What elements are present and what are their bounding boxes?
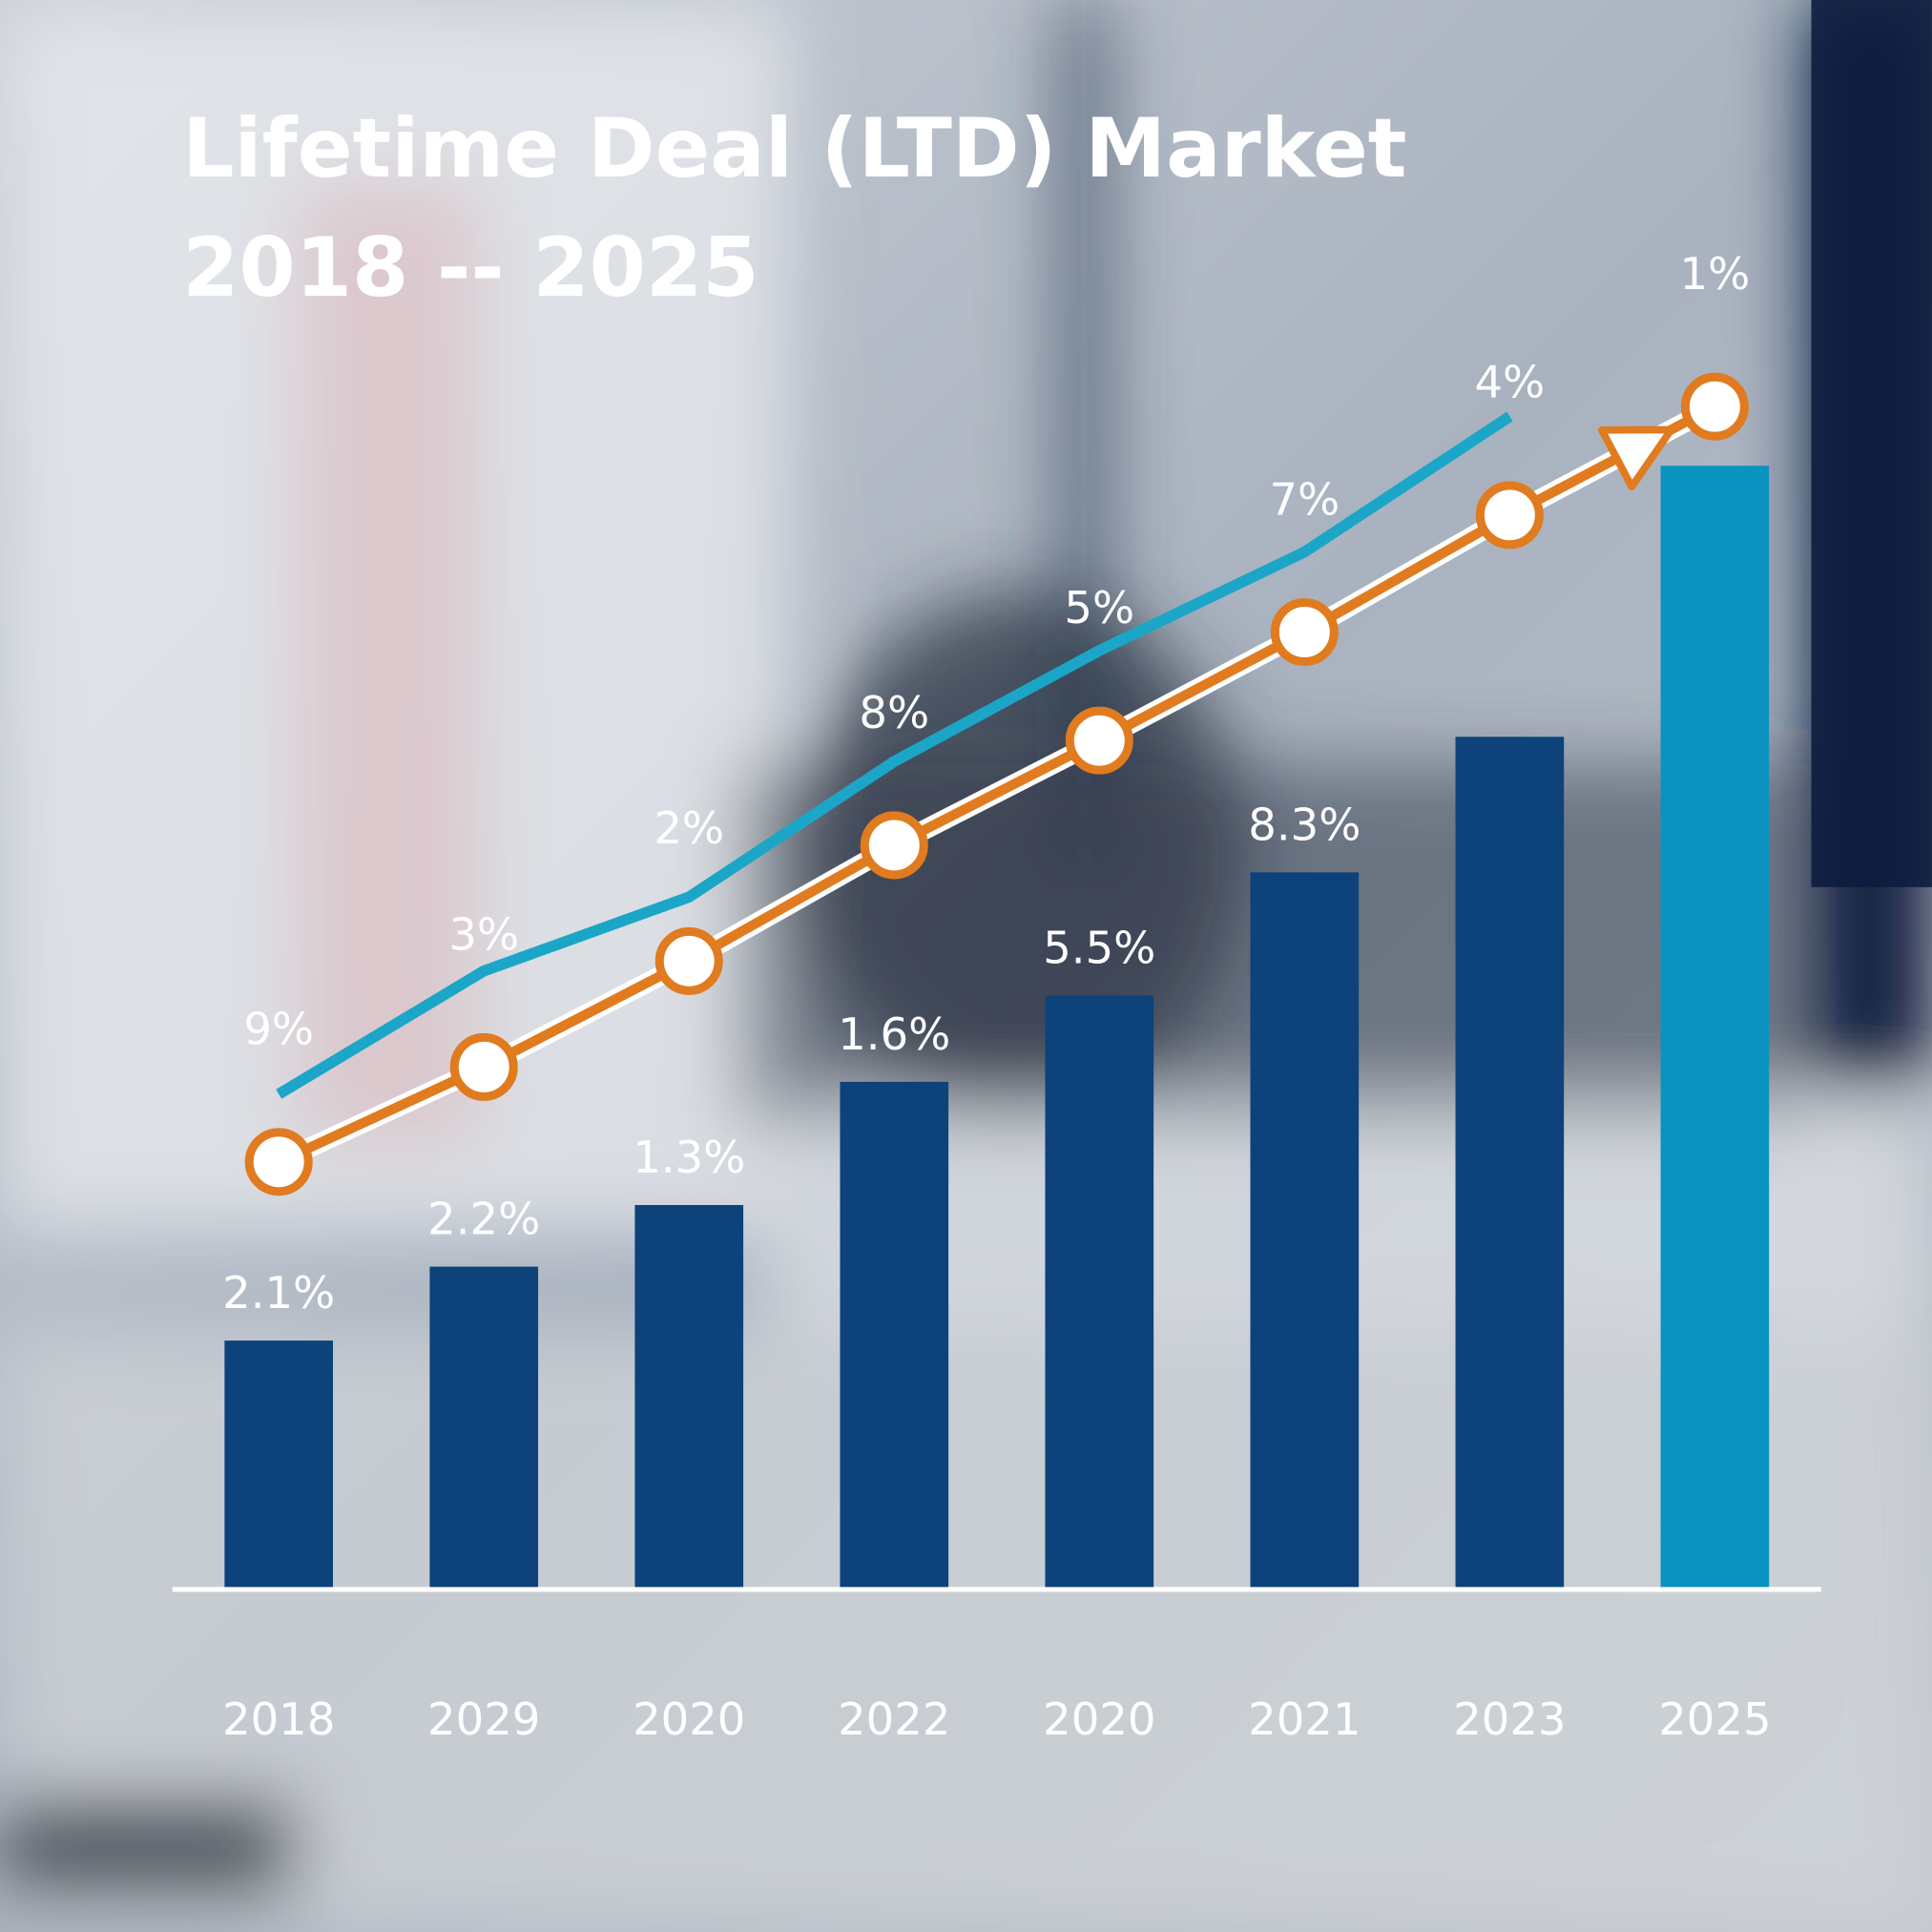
x-tick-label: 2025 bbox=[1658, 1693, 1771, 1745]
bar-label: 1.6% bbox=[838, 1008, 950, 1060]
x-tick-label: 2020 bbox=[1043, 1693, 1155, 1745]
bar bbox=[1455, 737, 1565, 1588]
bar-label: 8.3% bbox=[1248, 799, 1361, 850]
line-marker bbox=[1475, 481, 1544, 550]
line-label: 4% bbox=[1474, 357, 1545, 408]
line-marker bbox=[1065, 706, 1133, 775]
chart-subtitle: 2018 -- 2025 bbox=[182, 221, 758, 316]
arrow-head bbox=[1598, 426, 1675, 491]
bar-label: 2.2% bbox=[427, 1194, 540, 1245]
line-label: 2% bbox=[654, 802, 724, 854]
x-tick-label: 2020 bbox=[633, 1693, 745, 1745]
x-tick-label: 2029 bbox=[427, 1693, 540, 1745]
bar bbox=[1250, 872, 1360, 1588]
bar bbox=[429, 1266, 539, 1588]
line-label: 7% bbox=[1269, 473, 1340, 525]
line-marker bbox=[1680, 372, 1749, 441]
line-label: 1% bbox=[1680, 248, 1751, 300]
line bbox=[276, 411, 1513, 1099]
bar-label: 5.5% bbox=[1043, 923, 1155, 974]
line-marker bbox=[244, 1128, 313, 1196]
bar bbox=[1660, 466, 1770, 1588]
bar bbox=[224, 1340, 334, 1588]
x-tick-label: 2022 bbox=[838, 1693, 950, 1745]
line-label: 3% bbox=[448, 908, 519, 960]
line bbox=[277, 402, 1717, 1167]
line-label: 9% bbox=[243, 1004, 314, 1055]
monitor bbox=[1811, 0, 1932, 887]
line-marker bbox=[449, 1032, 518, 1101]
bar-label: 2.1% bbox=[222, 1267, 335, 1319]
chart-title: Lifetime Deal (LTD) Market bbox=[182, 102, 1406, 197]
line-marker bbox=[1270, 598, 1339, 667]
bar bbox=[1045, 995, 1154, 1588]
line-label: 8% bbox=[859, 687, 929, 738]
line-marker bbox=[654, 926, 723, 995]
x-tick-label: 2021 bbox=[1248, 1693, 1361, 1745]
bar bbox=[840, 1081, 949, 1588]
x-tick-label: 2023 bbox=[1453, 1693, 1566, 1745]
bar bbox=[634, 1205, 744, 1588]
line-marker bbox=[860, 811, 928, 880]
bar-label: 1.3% bbox=[633, 1132, 745, 1183]
line-label: 5% bbox=[1064, 582, 1134, 634]
x-tick-label: 2018 bbox=[222, 1693, 335, 1745]
